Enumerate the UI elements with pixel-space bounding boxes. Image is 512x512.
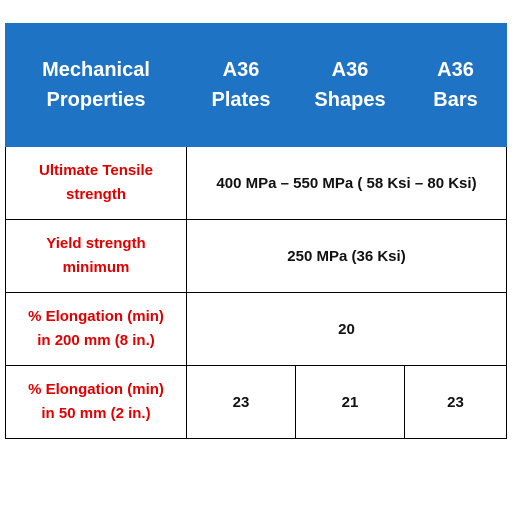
- row-label-line2: in 200 mm (8 in.): [37, 332, 155, 349]
- header-col2-line1: A36: [331, 59, 369, 81]
- header-col3-line1: A36: [437, 59, 474, 81]
- value-elongation-50mm-plates: 23: [186, 365, 296, 439]
- header-col1-line1: A36: [222, 59, 260, 81]
- table-row-elongation-200mm: % Elongation (min) in 200 mm (8 in.) 20: [5, 292, 507, 366]
- row-label-line1: Yield strength: [46, 235, 146, 252]
- header-col0-line2: Properties: [46, 89, 146, 111]
- header-col3-line2: Bars: [433, 89, 478, 111]
- header-row: Mechanical Properties A36 Plates A36 Sha…: [5, 23, 507, 147]
- table-row-yield-strength: Yield strength minimum 250 MPa (36 Ksi): [5, 219, 507, 293]
- value-elongation-50mm-shapes: 21: [295, 365, 405, 439]
- header-mechanical-properties: Mechanical Properties: [5, 23, 187, 147]
- table-row-ultimate-tensile: Ultimate Tensile strength 400 MPa – 550 …: [5, 146, 507, 220]
- row-label-elongation-50mm: % Elongation (min) in 50 mm (2 in.): [5, 365, 187, 439]
- header-a36-plates: A36 Plates: [186, 23, 296, 147]
- row-label-line1: % Elongation (min): [28, 381, 164, 398]
- row-label-line2: strength: [66, 186, 126, 203]
- header-a36-shapes: A36 Shapes: [295, 23, 405, 147]
- mechanical-properties-table: Mechanical Properties A36 Plates A36 Sha…: [5, 23, 507, 439]
- value-ultimate-tensile: 400 MPa – 550 MPa ( 58 Ksi – 80 Ksi): [186, 146, 507, 220]
- table-row-elongation-50mm: % Elongation (min) in 50 mm (2 in.) 23 2…: [5, 365, 507, 439]
- value-elongation-50mm-bars: 23: [404, 365, 507, 439]
- row-label-yield-strength: Yield strength minimum: [5, 219, 187, 293]
- header-col2-line2: Shapes: [314, 89, 386, 111]
- row-label-elongation-200mm: % Elongation (min) in 200 mm (8 in.): [5, 292, 187, 366]
- header-a36-bars: A36 Bars: [404, 23, 507, 147]
- row-label-line1: Ultimate Tensile: [39, 162, 153, 179]
- value-yield-strength: 250 MPa (36 Ksi): [186, 219, 507, 293]
- row-label-line2: minimum: [62, 259, 130, 276]
- value-elongation-200mm: 20: [186, 292, 507, 366]
- row-label-line1: % Elongation (min): [28, 308, 164, 325]
- header-col0-line1: Mechanical: [42, 59, 150, 81]
- row-label-ultimate-tensile: Ultimate Tensile strength: [5, 146, 187, 220]
- header-col1-line2: Plates: [211, 89, 271, 111]
- row-label-line2: in 50 mm (2 in.): [41, 405, 151, 422]
